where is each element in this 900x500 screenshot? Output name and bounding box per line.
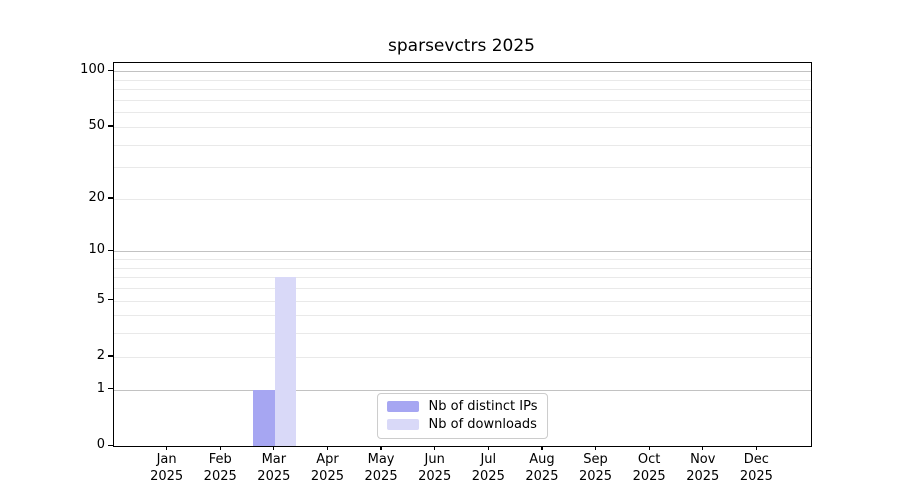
bar-nb-of-distinct-ips-mar — [253, 389, 275, 446]
year-label: 2025 — [418, 469, 452, 484]
y-tick-label-10: 10 — [88, 242, 105, 258]
month-label: Oct — [637, 452, 661, 467]
month-label: Jul — [480, 452, 497, 467]
minor-gridline — [114, 333, 811, 335]
month-label: Jan — [156, 452, 177, 467]
month-label: Feb — [208, 452, 232, 467]
y-tick-mark-0 — [108, 444, 113, 446]
x-tick-label-oct: Oct 2025 — [621, 451, 677, 485]
legend-swatch-distinct-ips — [386, 401, 419, 412]
major-gridline-50 — [114, 126, 811, 128]
x-tick-label-apr: Apr 2025 — [299, 451, 355, 485]
month-label: Sep — [583, 452, 608, 467]
month-label: Apr — [316, 452, 339, 467]
x-tick-mark-feb — [219, 446, 221, 450]
minor-gridline — [114, 144, 811, 146]
month-label: Aug — [529, 452, 555, 467]
legend-swatch-downloads — [386, 419, 419, 430]
y-tick-label-5: 5 — [96, 291, 105, 307]
y-tick-label-0: 0 — [96, 437, 105, 452]
major-gridline-10 — [114, 251, 811, 253]
minor-gridline — [114, 277, 811, 279]
x-tick-label-dec: Dec 2025 — [728, 451, 784, 485]
y-tick-label-20: 20 — [88, 189, 105, 205]
year-label: 2025 — [739, 469, 773, 484]
x-tick-label-jul: Jul 2025 — [460, 451, 516, 485]
y-tick-mark-100 — [108, 69, 113, 72]
legend-label-downloads: Nb of downloads — [428, 417, 537, 432]
x-tick-mark-dec — [755, 446, 757, 450]
x-tick-mark-oct — [648, 446, 650, 450]
year-label: 2025 — [578, 469, 613, 484]
minor-gridline — [114, 79, 811, 81]
year-label: 2025 — [364, 469, 398, 484]
y-tick-label-100: 100 — [80, 62, 105, 78]
x-tick-label-feb: Feb 2025 — [192, 451, 248, 485]
year-label: 2025 — [471, 469, 505, 484]
major-gridline-2 — [114, 356, 811, 358]
major-gridline-20 — [114, 198, 811, 200]
y-tick-mark-50 — [108, 125, 113, 127]
year-label: 2025 — [310, 469, 344, 484]
x-tick-mark-mar — [273, 446, 275, 450]
minor-gridline — [114, 259, 811, 261]
y-tick-label-50: 50 — [88, 117, 105, 133]
major-gridline-5 — [114, 300, 811, 302]
legend: Nb of distinct IPs Nb of downloads — [376, 393, 549, 439]
x-tick-label-jan: Jan 2025 — [139, 451, 195, 485]
minor-gridline — [114, 167, 811, 169]
minor-gridline — [114, 89, 811, 91]
x-tick-label-may: May 2025 — [353, 451, 409, 485]
year-label: 2025 — [203, 469, 237, 484]
year-label: 2025 — [150, 469, 184, 484]
minor-gridline — [114, 267, 811, 269]
x-tick-mark-apr — [326, 446, 329, 450]
year-label: 2025 — [632, 469, 666, 484]
minor-gridline — [114, 315, 811, 317]
major-gridline-1 — [114, 389, 811, 391]
year-label: 2025 — [686, 469, 720, 484]
month-label: Mar — [261, 452, 287, 467]
x-tick-label-mar: Mar 2025 — [246, 451, 302, 485]
minor-gridline — [114, 288, 811, 290]
x-tick-mark-may — [380, 446, 382, 450]
y-tick-label-2: 2 — [96, 347, 105, 363]
month-label: Nov — [690, 452, 716, 467]
legend-entry-downloads: Nb of downloads — [386, 417, 538, 432]
x-tick-mark-jun — [434, 446, 436, 450]
minor-gridline — [114, 99, 811, 101]
y-tick-mark-1 — [108, 388, 113, 390]
year-label: 2025 — [257, 469, 291, 484]
x-tick-mark-aug — [541, 446, 543, 450]
month-label: Jun — [424, 452, 445, 467]
y-tick-mark-5 — [108, 299, 113, 301]
year-label: 2025 — [525, 469, 559, 484]
bar-nb-of-downloads-mar — [274, 277, 297, 446]
minor-gridline — [114, 112, 811, 114]
y-tick-label-1: 1 — [96, 380, 105, 396]
y-tick-mark-20 — [108, 197, 113, 199]
month-label: Dec — [743, 452, 769, 467]
chart-title: sparsevctrs 2025 — [388, 36, 535, 56]
y-tick-mark-2 — [108, 355, 113, 357]
x-tick-label-aug: Aug 2025 — [514, 451, 570, 485]
legend-label-distinct-ips: Nb of distinct IPs — [428, 399, 538, 414]
legend-entry-distinct-ips: Nb of distinct IPs — [386, 399, 538, 414]
month-label: May — [367, 452, 395, 467]
y-tick-mark-10 — [108, 249, 113, 252]
x-tick-label-nov: Nov 2025 — [675, 451, 731, 485]
x-tick-mark-nov — [702, 446, 704, 450]
plot-area: Nb of distinct IPs Nb of downloads — [113, 62, 812, 447]
x-tick-label-jun: Jun 2025 — [407, 451, 463, 485]
x-tick-label-sep: Sep 2025 — [568, 451, 624, 485]
x-tick-mark-jul — [487, 446, 489, 450]
x-tick-mark-sep — [594, 446, 597, 450]
major-gridline-100 — [114, 71, 811, 73]
x-tick-mark-jan — [166, 446, 168, 450]
